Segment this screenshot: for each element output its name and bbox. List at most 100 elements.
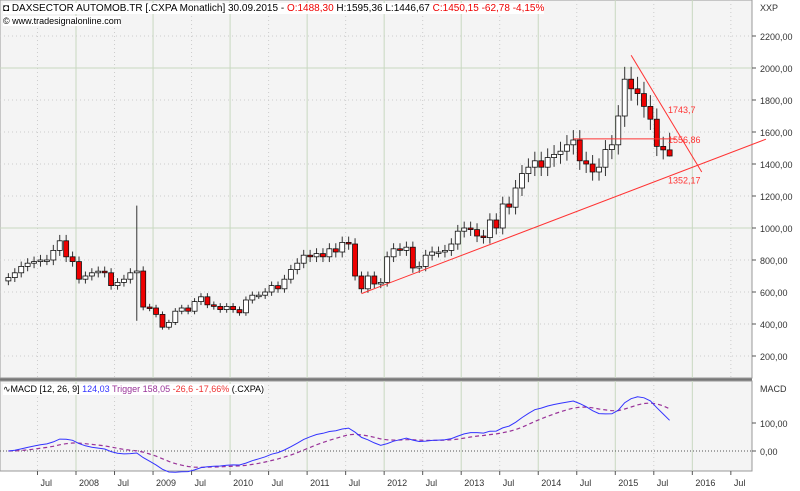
open-value: O:1488,30 [286,3,334,14]
candle-body [429,251,436,256]
candle-body [146,306,153,309]
trigger-line [8,402,670,468]
candle-body [88,272,95,277]
candle-body [307,254,314,258]
macd-line [8,396,670,473]
macd-panel [0,380,753,472]
candle-body [236,309,243,314]
candle-body [287,269,294,280]
x-tick-label: 2014 [541,478,561,488]
candle-body [448,243,455,251]
candle-body [82,275,89,280]
candle-body [178,307,185,312]
price-header: ◘ DAXSECTOR AUTOMOB.TR [.CXPA Monatlich]… [3,3,545,14]
candle-body [185,307,192,312]
candle-body [101,270,108,274]
trendline [630,54,703,173]
x-tick-label: 2013 [464,478,484,488]
candle-body [442,249,448,253]
y-tick-label: 600,00 [760,288,788,298]
candle-body [76,261,82,280]
candle-body [621,78,628,117]
candle-body [294,262,301,271]
macd-header: ∿MACD [12, 26, 9] 124,03 Trigger 158,05 … [3,384,265,395]
x-tick-label: Jul [272,478,284,488]
candle-body [5,277,12,282]
candle-body [570,139,577,146]
price-annotation: 1352,17 [668,176,701,186]
candle-body [602,149,609,168]
candle-body [268,285,275,293]
candle-body [18,265,25,274]
candle-body [108,272,114,286]
high-low-value: H:1595,36 L:1446,67 [333,3,433,14]
candle-body [371,275,378,285]
x-tick-label: Jul [349,478,361,488]
candle-body [480,235,487,238]
source-label: © www.tradesignalonline.com [3,16,122,26]
x-tick-label: Jul [657,478,669,488]
candle-body [461,227,468,232]
candle-body [377,281,384,285]
candle-body [223,305,230,310]
candle-body [551,153,557,158]
symbol-label: DAXSECTOR AUTOMOB.TR [.CXPA Monatlich] 3… [11,3,287,14]
candle-body [641,93,647,107]
candle-body [313,253,320,258]
trigger-value: Trigger 158,05 [109,384,171,394]
macd-axis-unit: MACD [760,384,787,394]
y-tick-label: 1000,00 [760,224,793,234]
y-tick-label: 800,00 [760,256,788,266]
macd-change: -26,6 -17,66% [170,384,230,394]
candle-body [332,248,339,253]
candle-body [576,139,583,162]
x-tick-label: 2010 [233,478,253,488]
x-tick-label: 2016 [695,478,715,488]
candle-body [230,305,236,310]
candle-body [409,246,416,269]
candle-body [249,294,256,301]
candle-body [397,248,403,251]
candle-body [589,163,596,173]
candle-body [262,291,269,296]
candle-body [358,275,365,290]
candle-body [557,150,564,155]
candle-body [467,227,474,230]
candle-body [275,285,281,290]
candle-body [416,265,423,269]
candle-body [538,160,545,168]
candle-body [647,106,654,120]
macd-name: MACD [12, 26, 9] [10,384,80,394]
x-tick-label: 2009 [156,478,176,488]
candle-body [127,272,134,280]
candle-body [512,187,519,208]
price-panel [0,0,753,379]
candle-body [153,307,159,315]
candle-body [634,88,641,95]
candle-body [352,243,358,277]
candle-body [326,248,333,258]
y-tick-label: 400,00 [760,320,788,330]
x-tick-label: Jul [734,478,746,488]
source-url: www.tradesignalonline.com [12,16,122,26]
macd-value: 124,03 [82,384,110,394]
y-tick-label: 2200,00 [760,32,793,42]
candle-body [281,278,288,290]
x-tick-label: 2011 [310,478,329,488]
candle-body [339,241,346,253]
candle-body [172,310,179,323]
candle-body [133,270,140,274]
candle-body [243,299,249,314]
candle-body [210,304,217,307]
candle-body [56,240,63,251]
candle-body [525,166,532,174]
candle-body [345,241,352,245]
candle-body [140,270,147,308]
candle-body [121,278,127,283]
macd-symbol: (.CXPA) [229,384,265,394]
candle-body [499,203,506,229]
candle-body [486,219,493,239]
x-tick-label: Jul [426,478,438,488]
